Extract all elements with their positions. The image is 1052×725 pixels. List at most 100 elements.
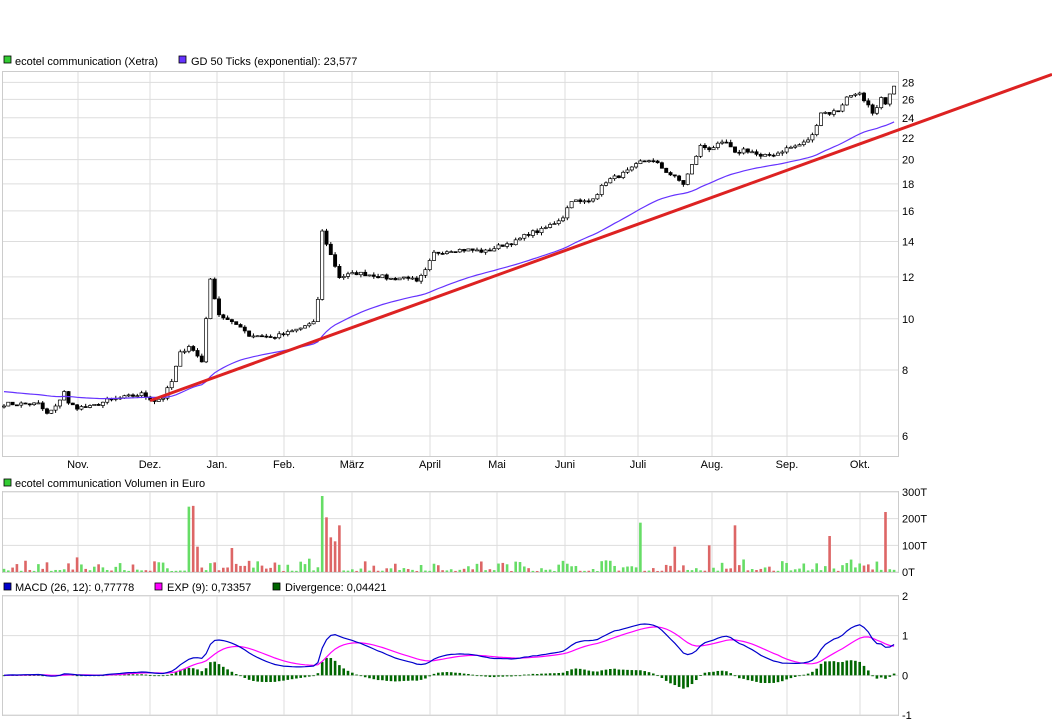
legend-swatch-volume xyxy=(3,478,12,487)
divergence-bar xyxy=(802,674,806,676)
divergence-bar xyxy=(174,672,178,676)
candle-body xyxy=(40,402,45,410)
divergence-bar xyxy=(209,662,212,676)
divergence-bar xyxy=(131,674,135,676)
volume-bar xyxy=(402,568,406,572)
candle-body xyxy=(659,162,664,169)
volume-bar xyxy=(363,561,367,572)
candle-body xyxy=(100,401,105,406)
candle-body xyxy=(647,160,651,163)
candle-body xyxy=(384,274,389,280)
divergence-bar xyxy=(776,675,780,683)
volume-bar xyxy=(230,548,234,572)
divergence-bar xyxy=(523,674,526,676)
candle-body xyxy=(690,164,694,175)
candle-body xyxy=(616,175,621,178)
volume-bar xyxy=(277,564,281,572)
divergence-bar xyxy=(234,674,238,676)
candle-body xyxy=(500,244,505,247)
x-tick-label: Juli xyxy=(630,459,647,471)
volume-bar xyxy=(2,568,6,572)
volume-bar xyxy=(105,570,109,572)
divergence-bar xyxy=(376,675,380,681)
volume-bar xyxy=(867,564,870,572)
candle-body xyxy=(251,335,256,338)
divergence-bar xyxy=(355,674,358,676)
candle-body xyxy=(457,249,462,253)
candle-body xyxy=(444,251,449,254)
volume-tick-label: 300T xyxy=(902,487,927,499)
divergence-bar xyxy=(815,668,818,676)
candle-body xyxy=(479,249,484,253)
divergence-bar xyxy=(282,675,285,681)
y-tick-label: 24 xyxy=(902,113,914,125)
volume-bar xyxy=(789,570,793,572)
volume-bar xyxy=(613,565,616,572)
divergence-bar xyxy=(540,673,543,676)
divergence-bar xyxy=(161,675,165,677)
candle-body xyxy=(801,141,806,145)
candle-body xyxy=(53,405,58,411)
candle-body xyxy=(539,228,544,234)
volume-bar xyxy=(174,570,178,572)
volume-bar xyxy=(385,568,388,572)
candle-body xyxy=(629,166,634,171)
volume-legend: ecotel communication Volumen in Euro xyxy=(3,478,205,490)
volume-bar xyxy=(854,567,857,572)
candle-body xyxy=(591,198,596,202)
volume-bar xyxy=(226,567,229,572)
candle-body xyxy=(492,248,497,252)
candle-body xyxy=(199,355,204,363)
divergence-bar xyxy=(475,675,479,677)
divergence-bar xyxy=(578,668,582,676)
macd-legend: MACD (26, 12): 0,77778 EXP (9): 0,73357 … xyxy=(3,582,387,594)
x-tick-label: Dez. xyxy=(139,459,162,471)
divergence-bar xyxy=(329,658,333,676)
volume-bar xyxy=(93,566,96,572)
candle-body xyxy=(612,175,617,180)
divergence-bar xyxy=(148,675,152,676)
volume-bar xyxy=(815,563,818,572)
candle-body xyxy=(139,392,144,396)
volume-bar xyxy=(342,570,345,572)
volume-bar xyxy=(389,568,393,572)
candle-body xyxy=(651,160,656,163)
divergence-bar xyxy=(643,671,646,676)
volume-bar xyxy=(596,570,599,572)
candle-body xyxy=(191,346,196,351)
volume-bar xyxy=(183,570,186,572)
volume-bar xyxy=(492,570,496,572)
volume-bar xyxy=(454,570,457,572)
volume-bar xyxy=(303,564,307,572)
candle-body xyxy=(827,112,832,115)
candle-body xyxy=(88,405,92,408)
volume-bar xyxy=(15,564,19,572)
candle-body xyxy=(853,93,858,96)
divergence-bar xyxy=(531,673,535,676)
divergence-bar xyxy=(604,669,608,676)
divergence-bar xyxy=(166,674,169,676)
divergence-bar xyxy=(256,675,259,682)
divergence-bar xyxy=(359,675,363,677)
candle-body xyxy=(311,321,316,325)
volume-bar xyxy=(763,567,767,572)
volume-bar xyxy=(200,567,204,572)
divergence-bar xyxy=(609,669,612,676)
candle-body xyxy=(96,404,101,406)
candle-body xyxy=(161,397,166,400)
volume-bar xyxy=(153,561,156,572)
divergence-bar xyxy=(265,675,268,683)
macd-tick-label: -1 xyxy=(902,710,912,722)
candle-body xyxy=(427,260,432,271)
volume-bar xyxy=(222,567,225,572)
candle-body xyxy=(79,406,84,410)
legend-swatch-ema xyxy=(178,55,187,64)
divergence-bar xyxy=(157,675,161,677)
volume-bar xyxy=(265,568,268,572)
candle-body xyxy=(341,276,346,278)
divergence-bar xyxy=(230,671,234,676)
divergence-bar xyxy=(316,673,320,676)
volume-bar xyxy=(269,567,272,572)
candle-body xyxy=(711,147,716,151)
divergence-bar xyxy=(277,675,281,682)
